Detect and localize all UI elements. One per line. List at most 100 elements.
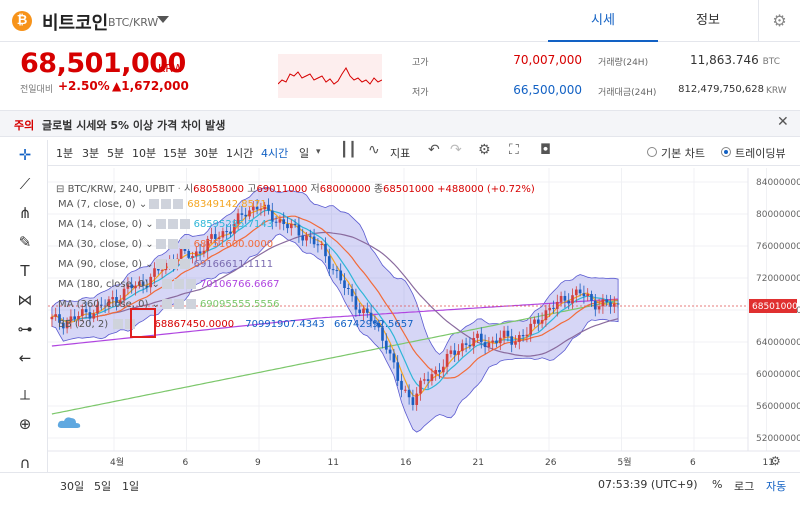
candle [149,276,153,288]
range-1d[interactable]: 1일 [122,480,140,493]
interval-5m[interactable]: 5분 [107,147,125,160]
log-toggle[interactable]: 로그 [734,480,755,493]
brush-icon[interactable]: ✎ [18,233,32,251]
close-icon[interactable]: ✕ [777,114,789,130]
x-tick-label: 16 [400,458,412,468]
chevron-down-icon[interactable]: ▾ [316,147,321,157]
interval-4h[interactable]: 4시간 [261,147,289,160]
candle [202,250,206,254]
coin-name[interactable]: 비트코인 [42,13,109,34]
study-row[interactable]: MA (360, close, 0) ⌄ 69095555.5556 [58,299,279,319]
indicator-button[interactable]: 지표 [390,147,411,160]
candle [255,206,259,210]
coin-pair[interactable]: BTC/KRW [108,16,159,29]
chevron-down-icon[interactable]: ⌄ [142,239,154,250]
percent-toggle[interactable]: % [712,478,723,491]
eye-icon[interactable] [155,219,166,229]
study-row[interactable]: MA (180, close, 0) ⌄ 70106766.6667 [58,279,279,299]
range-30d[interactable]: 30일 [60,480,85,493]
time-axis[interactable]: 4월69111621265월61116 [110,456,800,468]
auto-toggle[interactable]: 자동 [766,480,787,493]
x-tick-label: 21 [473,458,484,468]
candle [160,270,164,272]
interval-1m[interactable]: 1분 [56,147,74,160]
settings-icon[interactable] [161,199,172,209]
study-name: BB (20, 2) [58,319,109,330]
price-chart[interactable]: 84000000 80000000 76000000 72000000 68000000… [48,168,800,480]
study-row-bb[interactable]: BB (20, 2) 68867450.0000 70991907.4343 6… [58,319,414,330]
close-icon[interactable] [179,239,190,249]
study-row[interactable]: MA (30, close, 0) ⌄ 68751600.0000 [58,239,279,259]
interval-15m[interactable]: 15분 [163,147,188,160]
close-icon[interactable] [179,219,190,229]
close-icon[interactable] [173,199,184,209]
candle [65,321,69,329]
ruler-icon[interactable]: ⟂ [19,386,30,404]
legend-close: 68501000 [383,184,434,195]
study-row[interactable]: MA (90, close, 0) ⌄ 69166611.1111 [58,259,279,279]
close-icon[interactable] [185,299,196,309]
candle [369,312,373,322]
collapse-icon[interactable]: ⊟ [56,184,65,195]
chevron-down-icon[interactable]: ⌄ [148,279,160,290]
pattern-icon[interactable]: ⋈ [17,291,33,309]
eye-icon[interactable] [155,239,166,249]
candle [134,285,137,289]
candle [540,320,544,324]
chevron-down-icon[interactable]: ⌄ [142,259,154,270]
close-icon[interactable] [185,279,196,289]
study-row[interactable]: MA (14, close, 0) ⌄ 68595285.7143 [58,219,279,239]
interval-3m[interactable]: 3분 [82,147,100,160]
magnet-icon[interactable]: ∩ [19,454,31,472]
eye-icon[interactable] [161,299,172,309]
chevron-down-icon[interactable]: ⌄ [142,219,154,230]
study-row[interactable]: MA (7, close, 0) ⌄ 68349142.8571 [58,199,279,219]
interval-1d[interactable]: 일 [299,147,310,160]
fullscreen-icon[interactable]: ⛶ [509,142,519,158]
tradingview-radio[interactable] [721,147,731,157]
chevron-down-icon[interactable]: ⌄ [135,199,148,210]
candle [141,281,145,286]
close-icon[interactable] [179,259,190,269]
candle [80,309,84,316]
eye-icon[interactable] [155,259,166,269]
candle [130,284,134,289]
gear-icon[interactable]: ⚙ [770,454,781,468]
text-icon[interactable]: T [20,262,30,280]
zoom-icon[interactable]: ⊕ [18,415,32,433]
settings-icon[interactable] [167,259,178,269]
undo-icon[interactable]: ↶ [428,142,440,158]
redo-icon[interactable]: ↷ [450,142,462,158]
candle [282,219,286,225]
eye-icon[interactable] [113,319,124,329]
eye-icon[interactable] [161,279,172,289]
indicator-icon[interactable]: ∿ [368,142,380,158]
settings-icon[interactable] [173,299,184,309]
tab-price[interactable]: 시세 [548,0,658,42]
fib-icon[interactable]: ⋔ [18,204,32,222]
basic-chart-radio[interactable] [647,147,657,157]
settings-icon[interactable] [167,219,178,229]
candle-type-icon[interactable]: ┃┃ [340,142,357,158]
settings-icon[interactable] [167,239,178,249]
cloud-icon[interactable] [56,415,82,431]
back-arrow-icon[interactable]: ← [18,349,32,367]
interval-1h[interactable]: 1시간 [226,147,254,160]
basic-chart-label[interactable]: 기본 차트 [661,147,705,160]
candle [270,210,274,222]
measure-icon[interactable]: ⊶ [17,320,33,338]
settings-icon[interactable] [173,279,184,289]
interval-30m[interactable]: 30분 [194,147,219,160]
tab-info[interactable]: 정보 [696,13,720,28]
chevron-down-icon[interactable] [157,16,169,23]
gear-icon[interactable]: ⚙ [758,0,800,42]
tradingview-label[interactable]: 트레이딩뷰 [735,147,786,160]
settings-icon[interactable]: ⚙ [478,142,491,158]
crosshair-icon[interactable]: ✛ [18,146,32,164]
camera-icon[interactable]: ◘ [540,142,552,158]
chevron-down-icon[interactable]: ⌄ [148,299,160,310]
trendline-icon[interactable]: ⟋ [19,175,31,193]
range-5d[interactable]: 5일 [94,480,112,493]
interval-10m[interactable]: 10분 [132,147,157,160]
eye-icon[interactable] [149,199,160,209]
